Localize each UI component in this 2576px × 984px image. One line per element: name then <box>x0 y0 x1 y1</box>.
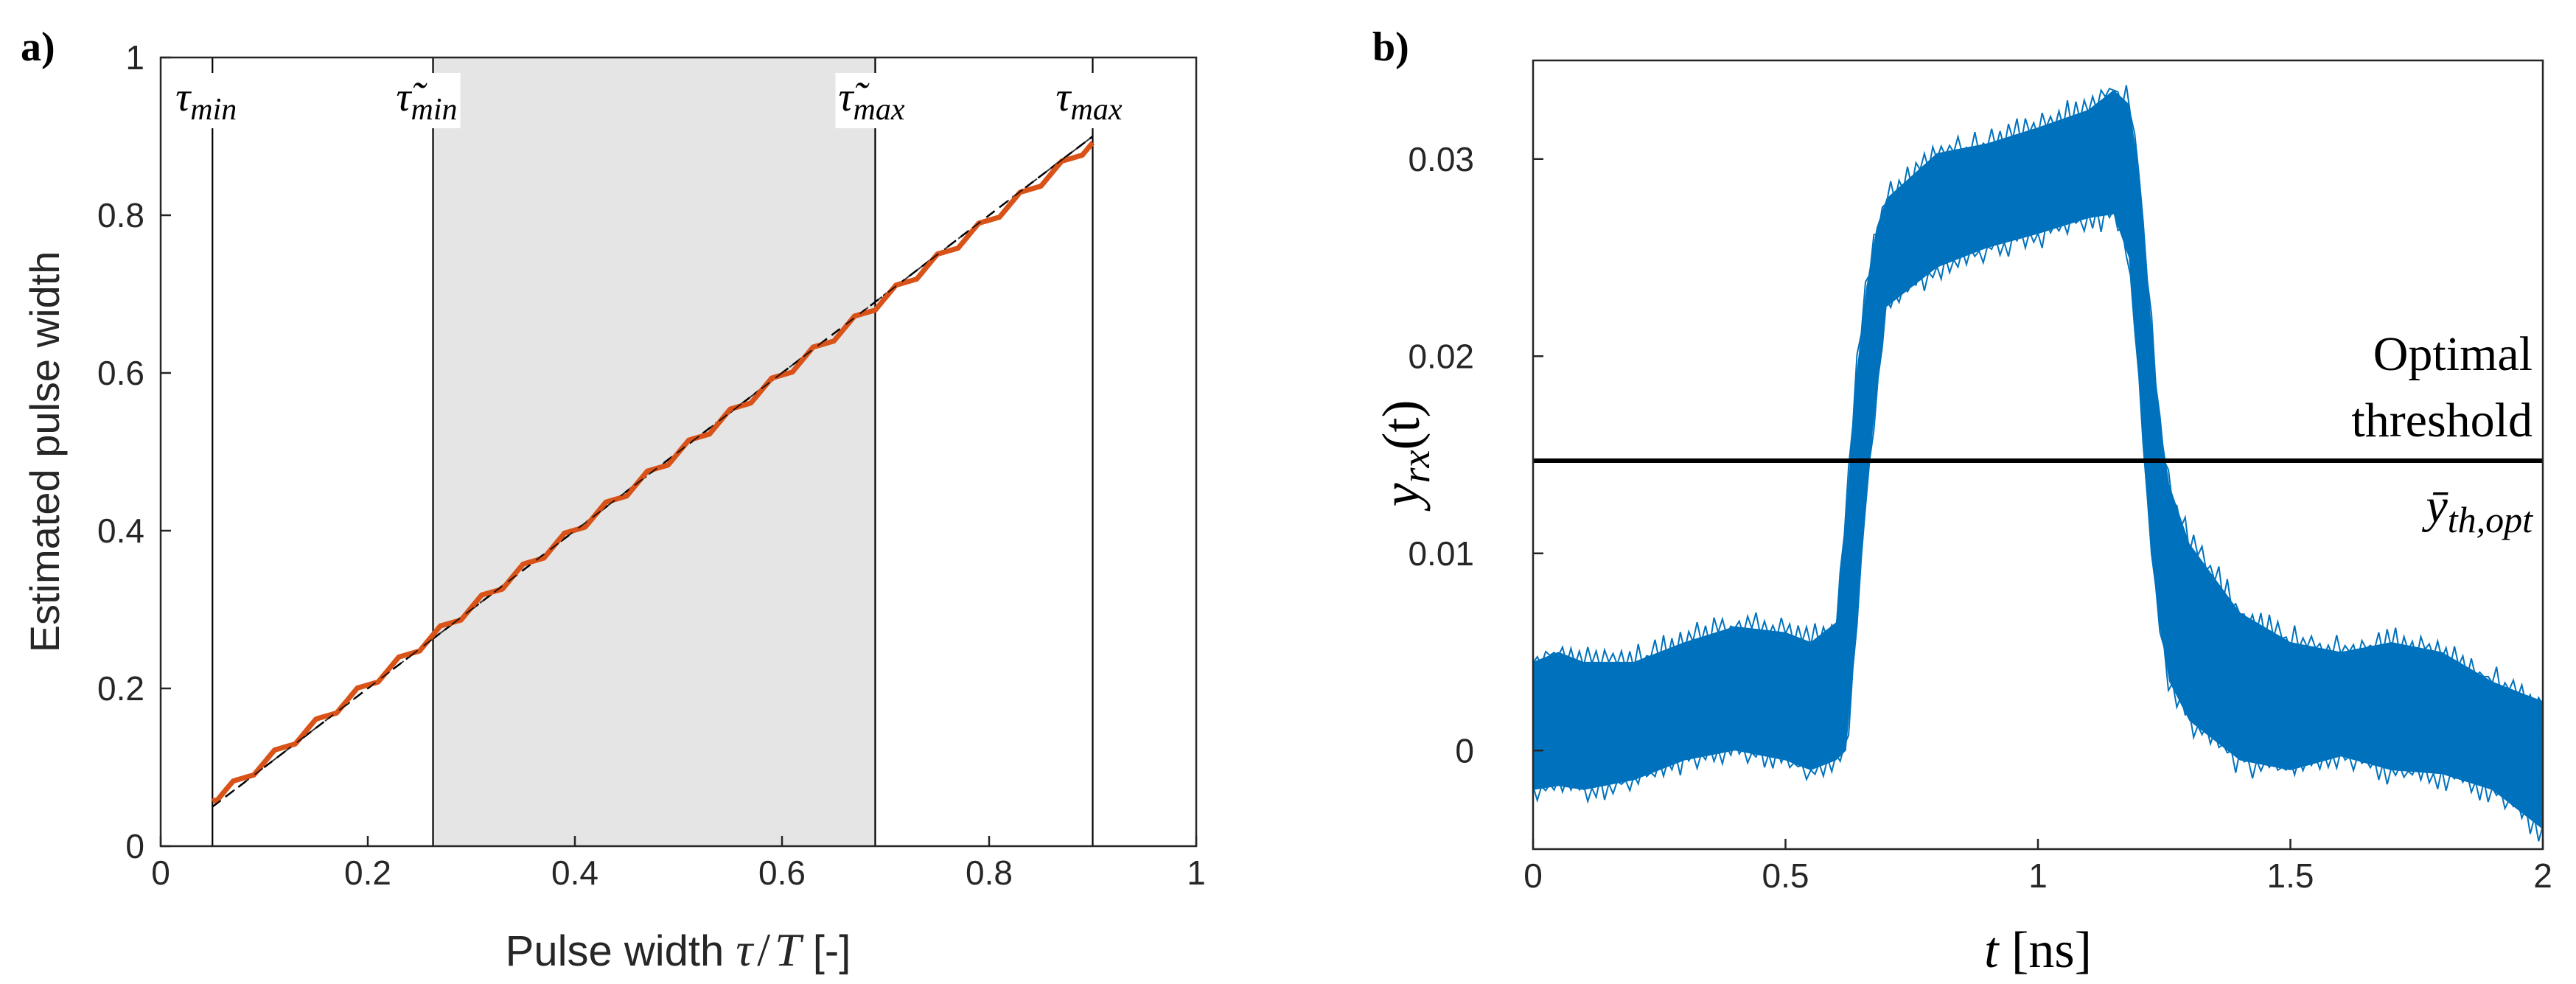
panel-a-label: a) <box>21 24 55 70</box>
panel-b: 0 0.5 1 1.5 2 0 0.01 0.02 0.03 b) Optimal thres… <box>1372 24 2552 979</box>
y-tick-label: 0.6 <box>97 354 144 392</box>
panel-b-ylabel-var: y <box>1372 483 1431 512</box>
panel-b-ylabel-sub: rx <box>1394 450 1438 483</box>
vertical-line-label-0: τmin <box>175 74 237 127</box>
y-tick-label: 0.03 <box>1408 140 1474 178</box>
panel-a-shaded-region <box>433 57 876 846</box>
vertical-line-label-symbol: τ <box>175 74 192 120</box>
vertical-line-label-3: τmax <box>1056 74 1123 127</box>
vertical-line-label-subscript: min <box>190 93 237 127</box>
x-tick-label: 0.8 <box>966 854 1013 892</box>
panel-b-ylabel: yrx(t) <box>1372 400 1438 512</box>
panel-a: 0 0.2 0.4 0.6 0.8 1 00.20.40.60.81 τmin τ̃min τ… <box>21 24 1206 976</box>
x-tick-label: 1.5 <box>2267 856 2314 895</box>
waveform-envelope <box>1533 90 2543 830</box>
threshold-label-line2: threshold <box>2351 394 2533 447</box>
panel-b-label: b) <box>1372 24 1409 70</box>
x-tick-label: 0.5 <box>1762 856 1809 895</box>
vertical-line-label-background <box>172 73 240 128</box>
x-tick-label: 1 <box>1187 854 1206 892</box>
x-tick-label: 0.6 <box>758 854 806 892</box>
y-tick-label: 0 <box>125 827 144 865</box>
y-tick-label: 0.02 <box>1408 337 1474 375</box>
panel-a-xlabel-T: T <box>775 924 804 976</box>
x-tick-label: 0 <box>151 854 170 892</box>
y-tick-label: 0.4 <box>97 512 144 550</box>
panel-a-plot-frame <box>159 56 1198 848</box>
panel-a-xlabel: Pulse width τ/T [-] <box>506 924 851 976</box>
waveform-trace <box>1533 119 2543 811</box>
x-tick-label: 0.2 <box>344 854 391 892</box>
vertical-line-label-subscript: max <box>1071 93 1123 127</box>
vertical-line-label-subscript: max <box>853 93 904 127</box>
waveform-trace <box>1533 116 2543 773</box>
threshold-symbol: ȳth,opt <box>2421 479 2533 540</box>
panel-b-xlabel-var: t <box>1984 922 2000 979</box>
x-tick-label: 1 <box>2028 856 2048 895</box>
y-tick-label: 0.8 <box>97 196 144 234</box>
x-tick-label: 0 <box>1523 856 1543 895</box>
ideal-line-overlay <box>212 136 1094 808</box>
x-tick-label: 0.4 <box>551 854 598 892</box>
threshold-label-line1: Optimal <box>2373 327 2533 381</box>
vertical-line-label-background <box>1053 73 1125 128</box>
panel-a-xlabel-tau: τ <box>736 924 754 976</box>
y-tick-label: 0.01 <box>1408 534 1474 573</box>
vertical-line-label-background <box>835 73 908 128</box>
panel-a-xlabel-text: Pulse width <box>506 927 736 975</box>
panel-b-ylabel-arg: (t) <box>1372 400 1431 450</box>
y-tick-label: 1 <box>125 38 144 77</box>
panel-a-ylabel: Estimated pulse width <box>21 251 68 653</box>
panel-b-xlabel-unit: [ns] <box>1999 922 2092 979</box>
waveform-upper-edge <box>1533 85 2543 713</box>
y-tick-label: 0 <box>1455 731 1474 770</box>
x-tick-label: 2 <box>2533 856 2552 895</box>
threshold-symbol-var: ȳ <box>2421 479 2448 533</box>
waveform-lower-edge <box>1533 205 2543 842</box>
panel-b-xlabel: t [ns] <box>1984 922 2092 979</box>
waveform-trace <box>1533 116 2543 791</box>
estimated-line <box>212 141 1095 804</box>
vertical-line-label-background <box>393 73 461 128</box>
panel-a-xlabel-slash: / <box>757 924 770 976</box>
threshold-symbol-sub: th,opt <box>2448 499 2533 540</box>
vertical-line-label-symbol: τ <box>1056 74 1072 120</box>
vertical-line-label-subscript: min <box>411 93 458 127</box>
panel-a-xlabel-unit: [-] <box>801 927 851 975</box>
y-tick-label: 0.2 <box>97 669 144 708</box>
